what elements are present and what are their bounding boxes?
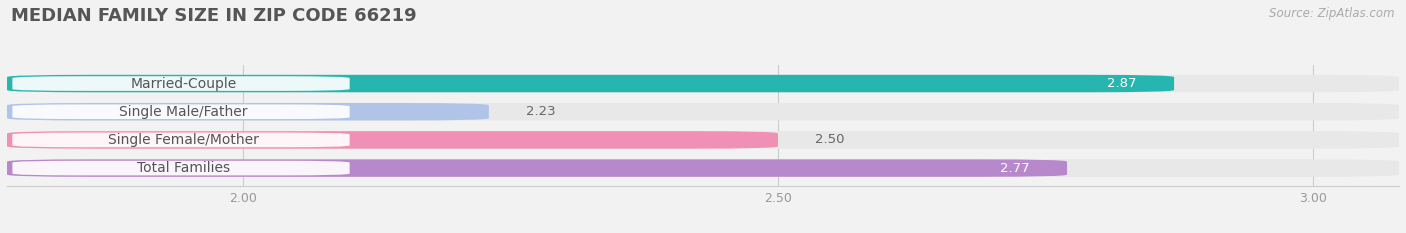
FancyBboxPatch shape — [7, 75, 1399, 92]
FancyBboxPatch shape — [7, 75, 1174, 92]
Text: 2.77: 2.77 — [1000, 161, 1029, 175]
Text: Single Female/Mother: Single Female/Mother — [108, 133, 259, 147]
FancyBboxPatch shape — [13, 161, 350, 175]
FancyBboxPatch shape — [7, 159, 1399, 177]
FancyBboxPatch shape — [7, 103, 489, 120]
Text: Single Male/Father: Single Male/Father — [120, 105, 247, 119]
Text: MEDIAN FAMILY SIZE IN ZIP CODE 66219: MEDIAN FAMILY SIZE IN ZIP CODE 66219 — [11, 7, 416, 25]
FancyBboxPatch shape — [13, 133, 350, 147]
Text: 2.87: 2.87 — [1107, 77, 1136, 90]
Text: 2.23: 2.23 — [526, 105, 555, 118]
FancyBboxPatch shape — [7, 159, 1067, 177]
FancyBboxPatch shape — [7, 131, 778, 149]
FancyBboxPatch shape — [13, 104, 350, 119]
Text: Total Families: Total Families — [138, 161, 231, 175]
Text: Married-Couple: Married-Couple — [131, 77, 236, 91]
FancyBboxPatch shape — [7, 103, 1399, 120]
Text: 2.50: 2.50 — [815, 134, 845, 146]
Text: Source: ZipAtlas.com: Source: ZipAtlas.com — [1270, 7, 1395, 20]
FancyBboxPatch shape — [7, 131, 1399, 149]
FancyBboxPatch shape — [13, 76, 350, 91]
